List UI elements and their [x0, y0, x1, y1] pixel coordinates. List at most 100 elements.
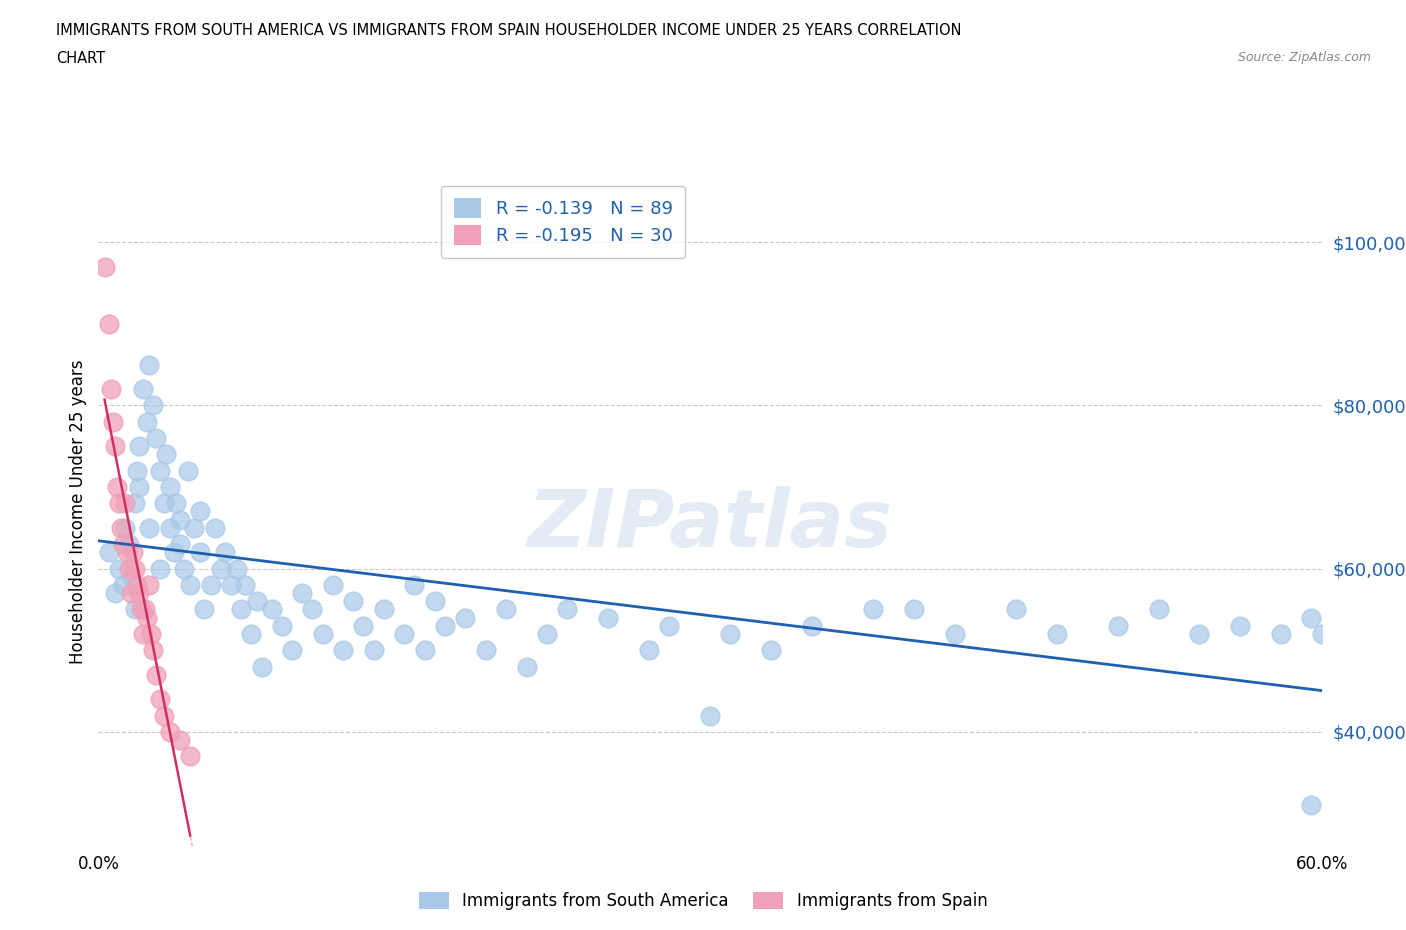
Point — [219, 578, 242, 592]
Point — [373, 602, 395, 617]
Point — [246, 594, 269, 609]
Point — [97, 316, 120, 331]
Point — [111, 578, 134, 592]
Point — [342, 594, 364, 609]
Point — [204, 521, 226, 536]
Point — [516, 659, 538, 674]
Text: Source: ZipAtlas.com: Source: ZipAtlas.com — [1237, 51, 1371, 64]
Point — [943, 627, 966, 642]
Point — [122, 545, 145, 560]
Point — [163, 545, 186, 560]
Point — [231, 602, 253, 617]
Point — [363, 643, 385, 658]
Point — [124, 602, 146, 617]
Point — [169, 512, 191, 527]
Point — [173, 561, 195, 576]
Point — [555, 602, 579, 617]
Point — [1147, 602, 1170, 617]
Point — [93, 259, 115, 274]
Point — [165, 496, 187, 511]
Point — [1310, 627, 1333, 642]
Point — [291, 586, 314, 601]
Point — [392, 627, 416, 642]
Point — [188, 545, 212, 560]
Point — [214, 545, 236, 560]
Point — [142, 643, 165, 658]
Point — [105, 480, 128, 495]
Point — [127, 578, 149, 592]
Point — [1004, 602, 1026, 617]
Point — [658, 618, 681, 633]
Point — [101, 414, 124, 429]
Point — [434, 618, 457, 633]
Text: IMMIGRANTS FROM SOUTH AMERICA VS IMMIGRANTS FROM SPAIN HOUSEHOLDER INCOME UNDER : IMMIGRANTS FROM SOUTH AMERICA VS IMMIGRA… — [56, 23, 962, 38]
Point — [903, 602, 925, 617]
Point — [110, 521, 132, 536]
Point — [862, 602, 884, 617]
Point — [312, 627, 335, 642]
Point — [270, 618, 294, 633]
Point — [134, 602, 156, 617]
Point — [332, 643, 354, 658]
Point — [149, 692, 172, 707]
Point — [159, 480, 181, 495]
Point — [104, 439, 127, 454]
Point — [637, 643, 661, 658]
Point — [152, 709, 174, 724]
Point — [183, 521, 205, 536]
Point — [1107, 618, 1129, 633]
Point — [141, 627, 163, 642]
Point — [152, 496, 174, 511]
Point — [124, 561, 146, 576]
Point — [281, 643, 304, 658]
Point — [801, 618, 824, 633]
Point — [128, 480, 150, 495]
Point — [1045, 627, 1069, 642]
Point — [454, 610, 477, 625]
Point — [100, 381, 122, 396]
Point — [413, 643, 436, 658]
Point — [352, 618, 374, 633]
Point — [1188, 627, 1211, 642]
Point — [193, 602, 215, 617]
Point — [699, 709, 721, 724]
Point — [598, 610, 620, 625]
Y-axis label: Householder Income Under 25 years: Householder Income Under 25 years — [69, 359, 87, 664]
Point — [136, 414, 159, 429]
Point — [108, 561, 131, 576]
Point — [108, 496, 131, 511]
Point — [179, 578, 201, 592]
Point — [111, 537, 134, 551]
Text: CHART: CHART — [56, 51, 105, 66]
Point — [115, 545, 138, 560]
Point — [138, 578, 160, 592]
Point — [169, 537, 191, 551]
Point — [179, 749, 201, 764]
Point — [138, 521, 160, 536]
Point — [159, 521, 181, 536]
Point — [132, 381, 155, 396]
Point — [718, 627, 742, 642]
Point — [209, 561, 232, 576]
Point — [177, 463, 200, 478]
Point — [132, 627, 155, 642]
Point — [495, 602, 517, 617]
Point — [97, 545, 120, 560]
Point — [118, 561, 141, 576]
Point — [104, 586, 127, 601]
Point — [124, 496, 146, 511]
Point — [145, 431, 167, 445]
Point — [423, 594, 446, 609]
Point — [200, 578, 222, 592]
Point — [155, 447, 177, 462]
Point — [226, 561, 249, 576]
Point — [536, 627, 558, 642]
Point — [1301, 798, 1323, 813]
Text: ZIPatlas: ZIPatlas — [527, 485, 893, 564]
Point — [149, 463, 172, 478]
Point — [128, 439, 150, 454]
Point — [136, 610, 159, 625]
Point — [127, 463, 149, 478]
Point — [142, 398, 165, 413]
Point — [322, 578, 344, 592]
